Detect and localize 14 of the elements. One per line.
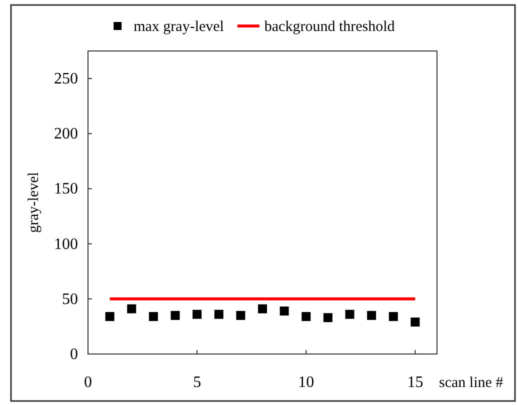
y-axis-title: gray-level [26, 172, 42, 233]
y-tick-label: 150 [54, 180, 78, 198]
y-tick-label: 100 [54, 236, 78, 253]
x-axis-title: scan line # [439, 375, 504, 391]
y-tick-label: 250 [54, 70, 78, 88]
y-tick-label: 0 [70, 346, 78, 363]
legend-label: max gray-level [134, 19, 224, 35]
y-tick-label: 200 [54, 126, 78, 143]
x-tick-label: 10 [298, 374, 314, 391]
x-tick-label: 15 [407, 374, 424, 391]
legend-label: background threshold [264, 19, 396, 35]
x-tick-label: 0 [84, 374, 92, 391]
x-tick-label: 5 [193, 374, 202, 391]
y-tick-label: 50 [62, 290, 78, 308]
